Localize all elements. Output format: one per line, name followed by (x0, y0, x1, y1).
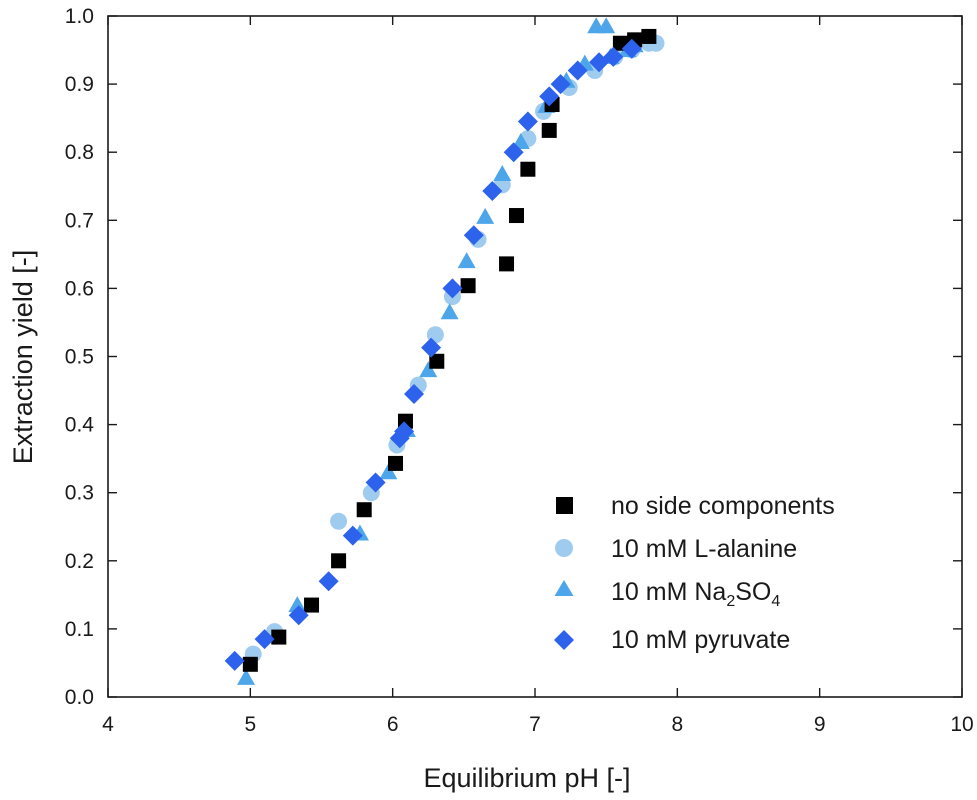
data-point-triangle (457, 252, 476, 269)
data-point-square (271, 629, 287, 645)
data-point-square (356, 502, 372, 518)
data-point-square (508, 208, 524, 224)
plot-frame (107, 15, 963, 698)
x-axis-title: Equilibrium pH [-] (423, 763, 630, 793)
axis-ticks (107, 15, 963, 698)
y-tick-label: 0.8 (65, 141, 94, 164)
data-point-diamond (567, 60, 588, 81)
data-point-diamond (404, 383, 425, 404)
data-point-diamond (421, 337, 442, 358)
legend-marker-na2so4 (554, 580, 574, 596)
legend-marker-l-alanine (555, 539, 573, 557)
y-tick-label: 0.3 (65, 482, 94, 505)
legend-label-na2so4: 10 mM Na2SO4 (611, 578, 780, 610)
data-point-triangle (476, 207, 495, 224)
x-tick-label: 6 (387, 713, 399, 736)
data-point-square (388, 455, 404, 471)
data-point-diamond (463, 225, 484, 246)
data-point-triangle (419, 361, 438, 378)
data-point-diamond (442, 278, 463, 299)
x-tick-label: 4 (102, 713, 114, 736)
data-point-diamond (254, 629, 275, 650)
data-point-diamond (603, 46, 624, 67)
legend-marker-no-side-components (556, 497, 573, 514)
data-point-triangle (237, 668, 256, 685)
y-tick-label: 0.1 (65, 618, 94, 641)
data-point-triangle (288, 596, 307, 613)
data-point-circle (330, 512, 348, 530)
data-point-diamond (224, 650, 245, 671)
data-point-diamond (394, 421, 415, 442)
data-point-square (520, 161, 536, 177)
y-tick-label: 0.6 (65, 277, 94, 300)
x-tick-label: 9 (814, 713, 826, 736)
x-tick-label: 7 (529, 713, 541, 736)
data-point-triangle (493, 164, 512, 181)
x-tick-label: 10 (950, 713, 973, 736)
data-point-square (499, 256, 515, 272)
data-point-triangle (440, 303, 459, 320)
y-tick-label: 1.0 (65, 5, 94, 28)
series-diamond-markers (224, 38, 642, 671)
series-circle-markers (244, 34, 665, 663)
data-point-diamond (288, 605, 309, 626)
data-point-square (304, 597, 320, 613)
y-axis-title: Extraction yield [-] (8, 250, 38, 465)
data-point-square (541, 122, 557, 138)
legend-label-l-alanine: 10 mM L-alanine (611, 535, 797, 563)
x-tick-label: 5 (244, 713, 256, 736)
data-point-diamond (517, 111, 538, 132)
data-point-square (331, 553, 347, 569)
y-tick-label: 0.0 (65, 686, 94, 709)
y-tick-label: 0.2 (65, 550, 94, 573)
data-point-diamond (539, 86, 560, 107)
legend-label-pyruvate: 10 mM pyruvate (611, 626, 790, 654)
data-point-triangle (379, 463, 398, 480)
data-point-triangle (597, 17, 616, 34)
data-point-diamond (342, 525, 363, 546)
data-point-square (429, 353, 445, 369)
legend-marker-pyruvate (554, 630, 574, 650)
data-markers (224, 17, 665, 685)
series-square-markers (242, 28, 657, 672)
data-point-square (641, 28, 657, 44)
data-point-diamond (482, 181, 503, 202)
data-point-square (242, 656, 258, 672)
legend-label-no-side-components: no side components (611, 492, 835, 520)
series-triangle-markers (237, 17, 644, 685)
data-point-square (460, 278, 476, 294)
y-tick-label: 0.9 (65, 73, 94, 96)
data-point-diamond (365, 472, 386, 493)
y-tick-label: 0.5 (65, 346, 94, 369)
y-tick-label: 0.7 (65, 209, 94, 232)
data-point-diamond (318, 571, 339, 592)
data-point-diamond (503, 142, 524, 163)
data-point-diamond (550, 74, 571, 95)
axis-tick-labels: 4 5 6 7 8 9 10 0.0 0.1 0.2 0.3 0.4 0.5 0.6 0.7 0.8 0.9 1.… (65, 5, 974, 736)
data-point-diamond (621, 38, 642, 59)
y-tick-label: 0.4 (65, 414, 95, 437)
legend: no side components 10 mM L-alanine 10 mM… (554, 492, 835, 654)
x-tick-label: 8 (671, 713, 683, 736)
